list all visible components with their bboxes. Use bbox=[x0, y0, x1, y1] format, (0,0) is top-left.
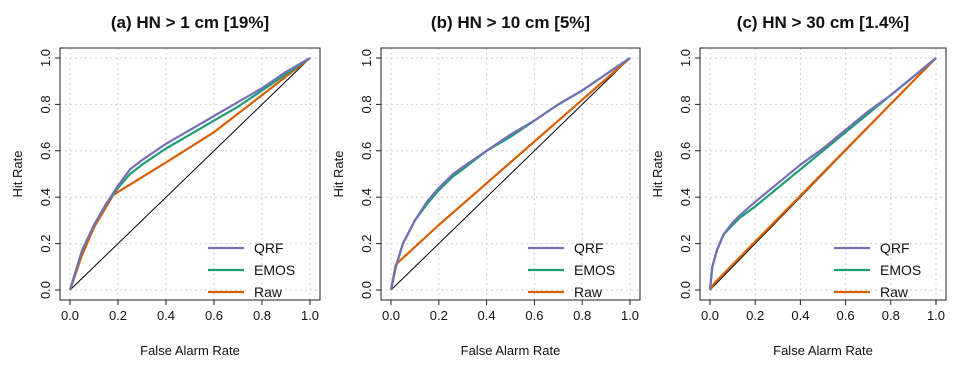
x-tick-label: 1.0 bbox=[621, 308, 639, 323]
x-tick-label: 0.6 bbox=[525, 308, 543, 323]
y-tick-label: 0.4 bbox=[38, 188, 53, 206]
chart-title: (a) HN > 1 cm [19%] bbox=[111, 13, 269, 32]
x-axis-label: False Alarm Rate bbox=[140, 343, 240, 358]
y-tick-label: 0.4 bbox=[359, 188, 374, 206]
x-tick-label: 0.4 bbox=[478, 308, 496, 323]
y-tick-label: 0.8 bbox=[678, 95, 693, 113]
y-tick-label: 0.0 bbox=[38, 281, 53, 299]
legend-label-qrf: QRF bbox=[574, 240, 604, 256]
x-tick-label: 0.2 bbox=[109, 308, 127, 323]
x-tick-label: 0.6 bbox=[837, 308, 855, 323]
x-axis-label: False Alarm Rate bbox=[773, 343, 873, 358]
series-line-raw bbox=[709, 57, 937, 291]
chart-title: (c) HN > 30 cm [1.4%] bbox=[737, 13, 909, 32]
y-tick-label: 0.2 bbox=[38, 235, 53, 253]
legend-label-qrf: QRF bbox=[880, 240, 910, 256]
plot-frame bbox=[380, 47, 641, 301]
x-tick-label: 0.2 bbox=[746, 308, 764, 323]
legend-label-raw: Raw bbox=[254, 284, 283, 300]
x-tick-label: 0.0 bbox=[701, 308, 719, 323]
x-tick-label: 0.4 bbox=[791, 308, 809, 323]
x-axis-label: False Alarm Rate bbox=[461, 343, 561, 358]
chart-title: (b) HN > 10 cm [5%] bbox=[431, 13, 590, 32]
series-line-qrf bbox=[389, 57, 631, 291]
y-tick-label: 0.6 bbox=[678, 142, 693, 160]
y-tick-label: 0.2 bbox=[678, 235, 693, 253]
x-tick-label: 0.4 bbox=[157, 308, 175, 323]
x-tick-label: 1.0 bbox=[301, 308, 319, 323]
y-axis-label: Hit Rate bbox=[331, 151, 346, 198]
plot-frame bbox=[59, 47, 321, 301]
x-tick-label: 0.6 bbox=[205, 308, 223, 323]
legend-label-raw: Raw bbox=[880, 284, 909, 300]
diagonal-reference-line bbox=[390, 57, 631, 291]
chart-panel-3: (c) HN > 30 cm [1.4%] 0.0 0.2 0.4 0.6 0.8 1.0 0… bbox=[650, 13, 947, 358]
legend-label-qrf: QRF bbox=[254, 240, 284, 256]
y-tick-label: 1.0 bbox=[38, 49, 53, 67]
series-line-qrf bbox=[68, 57, 311, 291]
legend-label-emos: EMOS bbox=[880, 262, 921, 278]
y-tick-label: 0.8 bbox=[38, 95, 53, 113]
x-tick-label: 1.0 bbox=[927, 308, 945, 323]
series-line-qrf bbox=[708, 57, 937, 291]
x-tick-label: 0.0 bbox=[382, 308, 400, 323]
y-tick-label: 0.8 bbox=[359, 95, 374, 113]
y-tick-label: 1.0 bbox=[678, 49, 693, 67]
chart-panel-2: (b) HN > 10 cm [5%] 0.0 0.2 0.4 0.6 0.8 1.0 0.0… bbox=[331, 13, 641, 358]
y-tick-label: 0.4 bbox=[678, 188, 693, 206]
legend-label-emos: EMOS bbox=[574, 262, 615, 278]
x-tick-label: 0.2 bbox=[430, 308, 448, 323]
diagonal-reference-line bbox=[69, 57, 311, 291]
y-tick-label: 0.0 bbox=[359, 281, 374, 299]
y-tick-label: 1.0 bbox=[359, 49, 374, 67]
legend-label-raw: Raw bbox=[574, 284, 603, 300]
x-tick-label: 0.8 bbox=[882, 308, 900, 323]
y-tick-label: 0.0 bbox=[678, 281, 693, 299]
series-line-raw bbox=[68, 57, 311, 291]
y-tick-label: 0.2 bbox=[359, 235, 374, 253]
y-axis-label: Hit Rate bbox=[650, 151, 665, 198]
y-tick-label: 0.6 bbox=[359, 142, 374, 160]
legend-label-emos: EMOS bbox=[254, 262, 295, 278]
x-tick-label: 0.8 bbox=[573, 308, 591, 323]
x-tick-label: 0.8 bbox=[253, 308, 271, 323]
x-tick-label: 0.0 bbox=[61, 308, 79, 323]
chart-panel-1: (a) HN > 1 cm [19%] 0.0 0.2 0.4 0.6 0.8 1.0 0.0… bbox=[10, 13, 321, 358]
y-axis-label: Hit Rate bbox=[10, 151, 25, 198]
y-tick-label: 0.6 bbox=[38, 142, 53, 160]
plot-frame bbox=[699, 47, 947, 301]
